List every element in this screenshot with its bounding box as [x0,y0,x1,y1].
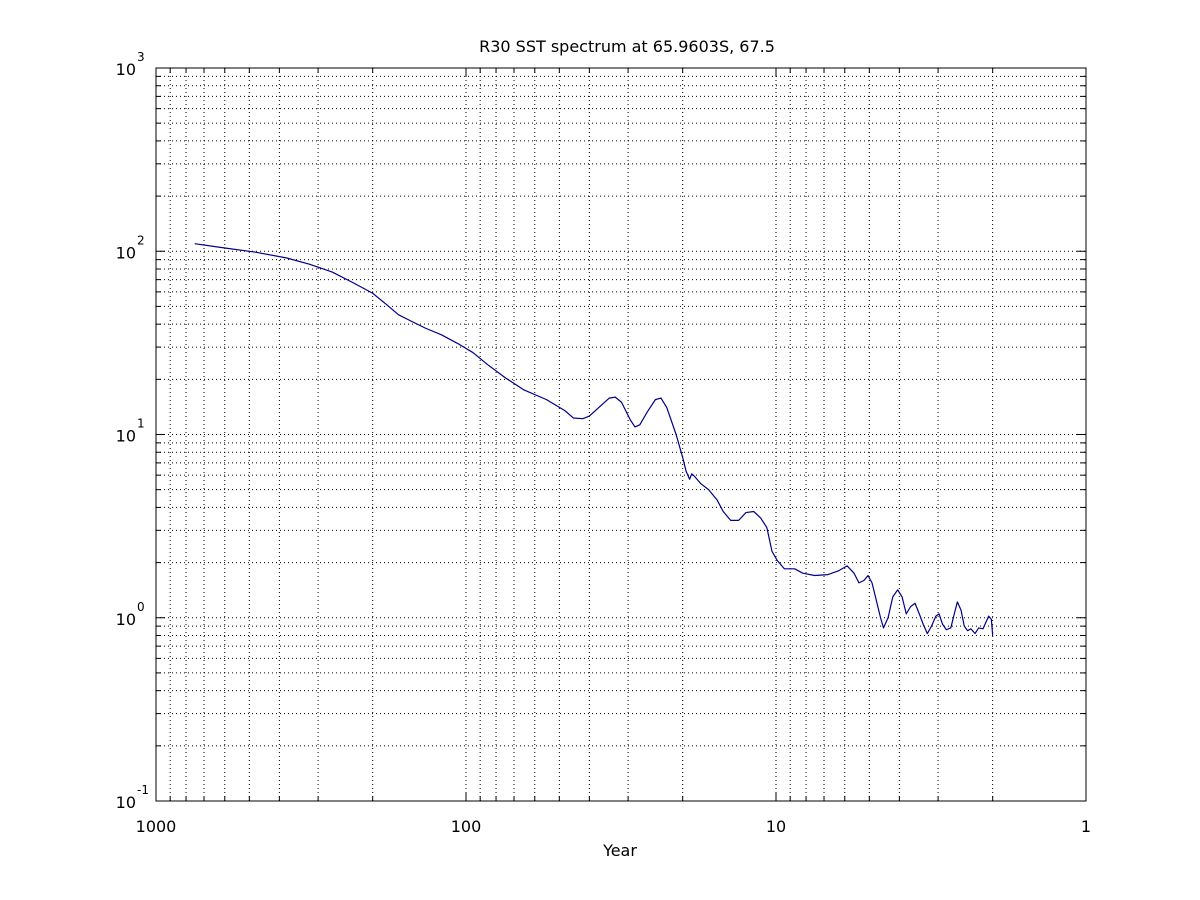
series-layer [194,243,994,636]
grid [156,68,1086,801]
y-tick-label: 100 [116,600,145,629]
y-tick-label-base: 10 [116,793,136,812]
x-tick-label: 10 [766,817,786,836]
y-tick-label: 102 [116,233,145,262]
x-axis-label: Year [602,841,637,860]
y-tick-label: 103 [116,50,145,79]
x-tick-label: 1 [1081,817,1091,836]
x-tick-labels: 1000 100 10 1 [136,817,1091,836]
y-tick-label-exponent: 2 [137,233,145,247]
series-line-1 [194,243,994,636]
y-tick-label: 101 [116,417,145,446]
x-tick-label: 1000 [136,817,177,836]
y-tick-label-base: 10 [116,60,136,79]
y-tick-label-base: 10 [116,427,136,446]
axis-ticks [156,68,1086,801]
chart-title: R30 SST spectrum at 65.9603S, 67.5 [479,37,775,56]
y-tick-label-exponent: 0 [137,600,145,614]
y-tick-label-exponent: 3 [137,50,145,64]
y-tick-label-exponent: -1 [137,783,149,797]
x-tick-label: 100 [451,817,482,836]
y-tick-label-exponent: 1 [137,417,145,431]
y-tick-label-base: 10 [116,243,136,262]
y-tick-label: 10-1 [116,783,149,812]
y-tick-label-base: 10 [116,610,136,629]
